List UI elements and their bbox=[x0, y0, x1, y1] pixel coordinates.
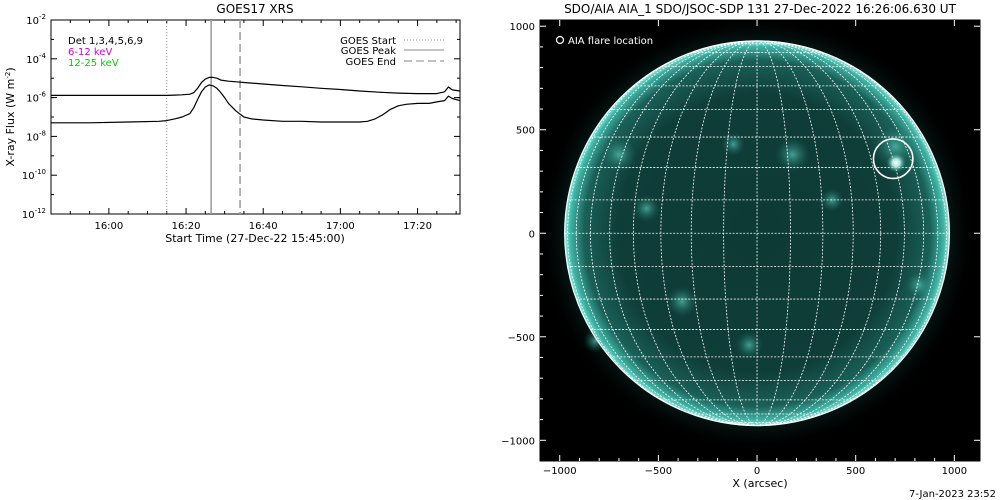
aia-y-tick-label: 1000 bbox=[510, 22, 535, 33]
longitude-line bbox=[757, 40, 947, 427]
goes-x-axis-label: Start Time (27-Dec-22 15:45:00) bbox=[165, 232, 345, 245]
active-region-glow bbox=[601, 136, 637, 173]
aia-legend-label: AIA flare location bbox=[568, 36, 653, 47]
longitude-line bbox=[757, 40, 924, 427]
goes-x-tick-label: 16:20 bbox=[172, 221, 201, 232]
solar-limb bbox=[564, 40, 951, 427]
longitude-line bbox=[567, 40, 758, 427]
aia-y-tick-label: −1000 bbox=[501, 436, 535, 447]
goes-legend-right: GOES Start GOES Peak GOES End bbox=[340, 36, 444, 68]
goes-event-lines bbox=[166, 20, 241, 214]
aia-x-tick-label: 500 bbox=[846, 466, 865, 477]
active-region-glow bbox=[735, 331, 763, 359]
aia-legend: AIA flare location bbox=[555, 35, 653, 47]
active-region-glow bbox=[721, 132, 746, 157]
legend-goes-peak: GOES Peak bbox=[341, 46, 396, 57]
goes-y-tick-label: 10-12 bbox=[22, 207, 46, 221]
aia-x-ticks: −1000 −500 0 500 1000 bbox=[543, 20, 967, 477]
longitude-line bbox=[576, 40, 758, 427]
longitude-line bbox=[660, 40, 758, 427]
longitude-line bbox=[757, 40, 854, 427]
legend-band-low: 6-12 keV bbox=[68, 47, 112, 58]
flare-region bbox=[872, 138, 914, 180]
legend-goes-start: GOES Start bbox=[340, 36, 396, 47]
goes-y-axis-label: X-ray Flux (W m-2) bbox=[4, 67, 17, 166]
active-region-glow bbox=[873, 124, 917, 168]
goes-x-tick-label: 16:40 bbox=[249, 221, 278, 232]
aia-x-tick-label: 0 bbox=[754, 466, 760, 477]
longitude-line bbox=[590, 40, 758, 427]
longitude-line bbox=[757, 40, 905, 427]
heliographic-grid bbox=[564, 40, 951, 427]
goes-y-axis-label-close: ) bbox=[4, 67, 17, 71]
active-region-glow bbox=[632, 194, 661, 223]
legend-detectors: Det 1,3,4,5,6,9 bbox=[68, 36, 143, 47]
goes-y-tick-label: 10-4 bbox=[26, 52, 46, 66]
flare-location-marker bbox=[872, 138, 914, 180]
aia-x-tick-label: 1000 bbox=[942, 466, 967, 477]
aia-y-ticks: 1000 500 0 −500 −1000 bbox=[501, 22, 980, 447]
goes-y-tick-label: 10-2 bbox=[26, 13, 46, 27]
aia-image-panel: SDO/AIA AIA_1 SDO/JSOC-SDP 131 27-Dec-20… bbox=[501, 2, 996, 500]
goes-y-tick-label: 10-6 bbox=[26, 91, 46, 105]
aia-x-tick-label: −1000 bbox=[543, 466, 577, 477]
longitude-line bbox=[757, 40, 938, 427]
longitude-line bbox=[757, 40, 824, 427]
goes-series-line-1 bbox=[51, 84, 460, 124]
goes-y-tick-label: 10-10 bbox=[22, 168, 46, 182]
goes-legend-left: Det 1,3,4,5,6,9 6-12 keV 12-25 keV bbox=[68, 36, 143, 69]
goes-y-axis-label-exponent: -2 bbox=[4, 72, 12, 79]
active-regions bbox=[583, 124, 933, 359]
plot-timestamp: 7-Jan-2023 23:52 bbox=[909, 489, 996, 500]
aia-image-frame bbox=[539, 19, 981, 462]
aia-image-title: SDO/AIA AIA_1 SDO/JSOC-SDP 131 27-Dec-20… bbox=[564, 2, 957, 16]
longitude-line bbox=[609, 40, 758, 427]
active-region-glow bbox=[905, 271, 933, 299]
goes-x-tick-label: 16:00 bbox=[94, 221, 123, 232]
goes-y-tick-label: 10-8 bbox=[26, 129, 46, 143]
goes-series bbox=[51, 76, 460, 124]
active-region-glow bbox=[774, 136, 811, 173]
legend-goes-end: GOES End bbox=[346, 57, 396, 68]
goes-x-ticks: 16:00 16:20 16:40 17:00 17:20 bbox=[69, 20, 457, 232]
goes-x-tick-label: 17:00 bbox=[326, 221, 355, 232]
aia-y-tick-label: 0 bbox=[529, 229, 535, 240]
goes-x-tick-label: 17:20 bbox=[403, 221, 432, 232]
longitude-line bbox=[723, 40, 758, 427]
goes-y-ticks: 10-2 10-4 10-6 10-8 10-10 10-12 bbox=[22, 13, 460, 221]
aia-y-tick-label: 500 bbox=[516, 126, 535, 137]
goes-y-axis-label-main: X-ray Flux (W m bbox=[4, 79, 17, 167]
flare-location-legend-icon bbox=[555, 35, 565, 45]
aia-x-tick-label: −500 bbox=[645, 466, 672, 477]
longitude-line bbox=[633, 40, 758, 427]
goes-plot-frame bbox=[50, 19, 461, 215]
longitude-line bbox=[757, 40, 881, 427]
active-region-glow bbox=[666, 285, 698, 318]
longitude-line bbox=[691, 40, 758, 427]
goes-chart-title: GOES17 XRS bbox=[216, 2, 293, 16]
legend-band-high: 12-25 keV bbox=[68, 58, 119, 69]
flare-brightening bbox=[886, 152, 907, 173]
aia-x-axis-label: X (arcsec) bbox=[732, 477, 787, 490]
aia-y-tick-label: −500 bbox=[508, 333, 535, 344]
longitude-line bbox=[757, 40, 791, 427]
goes-series-line-0 bbox=[51, 76, 460, 97]
goes-xrs-chart: GOES17 XRS 10-2 10-4 10-6 10-8 10-10 10-12 16… bbox=[4, 2, 461, 245]
